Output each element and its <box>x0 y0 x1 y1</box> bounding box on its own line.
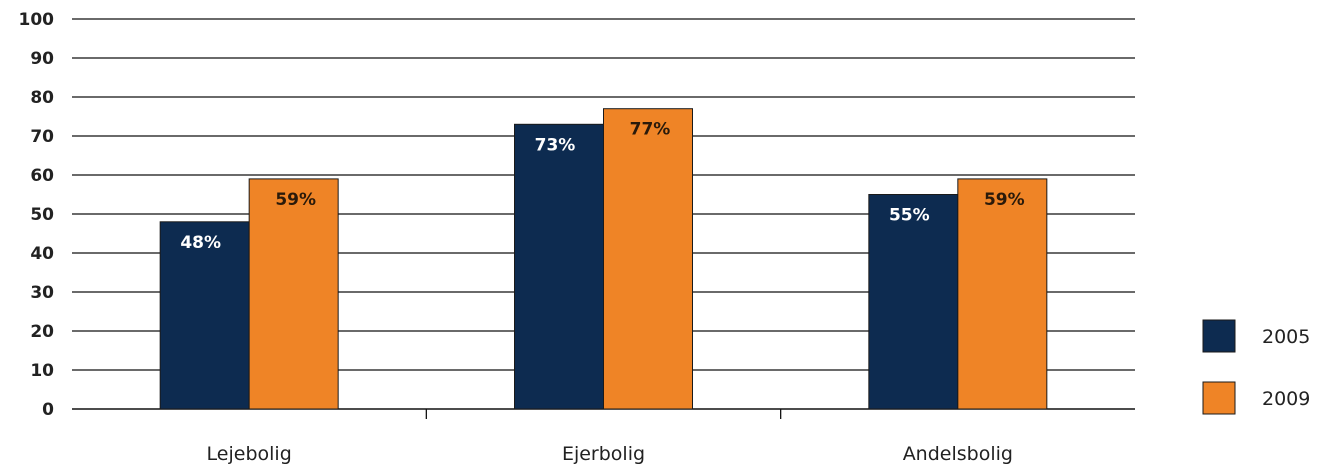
legend-swatch-2009 <box>1202 381 1236 415</box>
data-label: 59% <box>275 190 316 210</box>
y-tick-label: 100 <box>19 10 55 30</box>
y-tick-label: 20 <box>30 322 54 342</box>
y-axis: 0 10 20 30 40 50 60 70 80 90 100 <box>19 10 55 420</box>
legend-label: 2009 <box>1262 388 1310 410</box>
bar-2005-andelsbolig <box>868 194 959 410</box>
y-tick-label: 80 <box>30 88 54 108</box>
y-tick-label: 10 <box>30 361 54 381</box>
legend: 2005 2009 <box>1202 319 1310 415</box>
bar-2009-lejebolig <box>248 178 339 410</box>
legend-swatch-2005 <box>1202 319 1236 353</box>
bar-2005-lejebolig <box>159 221 250 410</box>
bar-2005-ejerbolig <box>514 123 604 410</box>
x-tick-label: Ejerbolig <box>562 443 645 465</box>
data-label: 77% <box>630 120 671 140</box>
data-label: 48% <box>180 233 221 253</box>
x-tick-label: Andelsbolig <box>903 443 1013 465</box>
data-label: 59% <box>984 190 1025 210</box>
x-axis: Lejebolig Ejerbolig Andelsbolig <box>207 409 1013 465</box>
data-label: 73% <box>535 135 576 155</box>
data-label: 55% <box>889 206 930 226</box>
data-labels: 48% 59% 73% 77% 55% 59% <box>180 120 1024 253</box>
y-tick-label: 0 <box>42 400 54 420</box>
legend-label: 2005 <box>1262 326 1310 348</box>
bar-2009-andelsbolig <box>957 178 1048 410</box>
bar-2009-ejerbolig <box>603 108 693 410</box>
y-tick-label: 90 <box>30 49 54 69</box>
y-tick-label: 50 <box>30 205 54 225</box>
y-tick-label: 30 <box>30 283 54 303</box>
y-tick-label: 60 <box>30 166 54 186</box>
bars <box>159 108 1048 410</box>
x-tick-label: Lejebolig <box>207 443 292 465</box>
y-tick-label: 40 <box>30 244 54 264</box>
y-tick-label: 70 <box>30 127 54 147</box>
